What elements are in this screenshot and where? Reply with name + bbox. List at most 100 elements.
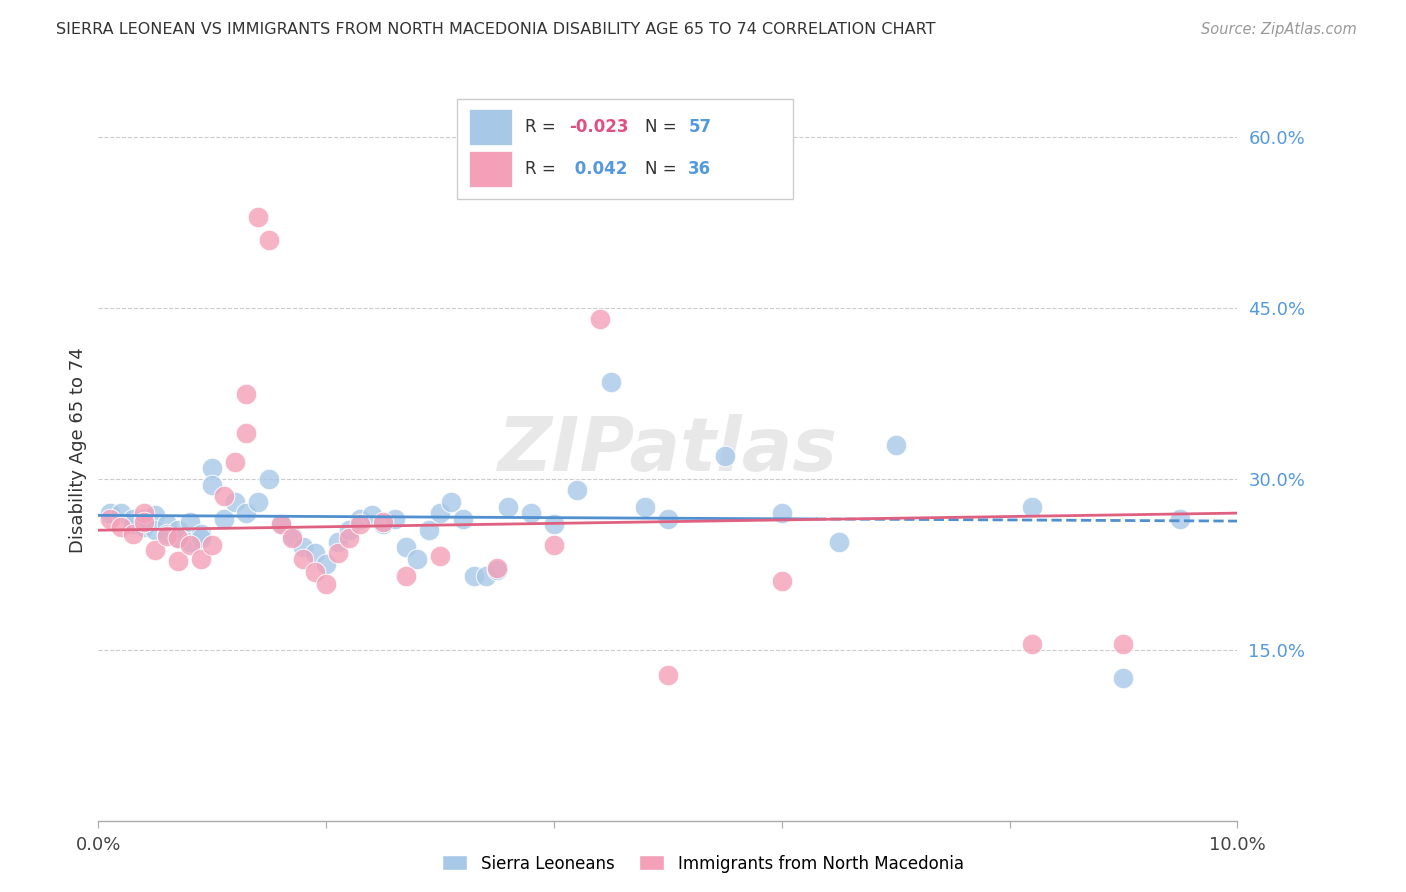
Point	[167, 531, 190, 545]
Point	[384, 512, 406, 526]
Point	[121, 517, 143, 532]
Point	[474, 568, 496, 582]
Point	[132, 506, 155, 520]
Point	[270, 517, 292, 532]
Point	[167, 554, 190, 568]
Point	[156, 529, 179, 543]
Point	[179, 515, 201, 529]
Point	[259, 472, 281, 486]
Point	[1170, 512, 1192, 526]
Point	[1112, 637, 1135, 651]
Point	[98, 512, 121, 526]
Point	[349, 512, 371, 526]
Point	[463, 568, 485, 582]
Text: R =: R =	[526, 118, 561, 136]
Point	[429, 549, 451, 564]
Point	[600, 375, 623, 389]
Text: ZIPatlas: ZIPatlas	[498, 414, 838, 487]
Point	[190, 531, 212, 545]
Point	[451, 512, 474, 526]
Legend: Sierra Leoneans, Immigrants from North Macedonia: Sierra Leoneans, Immigrants from North M…	[436, 848, 970, 880]
Text: Source: ZipAtlas.com: Source: ZipAtlas.com	[1201, 22, 1357, 37]
Y-axis label: Disability Age 65 to 74: Disability Age 65 to 74	[69, 348, 87, 553]
Point	[828, 534, 851, 549]
Point	[235, 426, 257, 441]
Point	[588, 312, 610, 326]
Point	[657, 512, 679, 526]
Point	[110, 520, 132, 534]
Point	[395, 568, 418, 582]
Point	[429, 506, 451, 520]
Point	[132, 520, 155, 534]
Point	[179, 538, 201, 552]
Point	[132, 512, 155, 526]
Point	[1021, 637, 1043, 651]
Point	[145, 542, 167, 557]
Point	[770, 506, 793, 520]
Text: SIERRA LEONEAN VS IMMIGRANTS FROM NORTH MACEDONIA DISABILITY AGE 65 TO 74 CORREL: SIERRA LEONEAN VS IMMIGRANTS FROM NORTH …	[56, 22, 936, 37]
Point	[281, 529, 304, 543]
Point	[543, 538, 565, 552]
Point	[201, 460, 224, 475]
Point	[259, 233, 281, 247]
Point	[337, 523, 360, 537]
Point	[224, 494, 246, 508]
Point	[156, 517, 179, 532]
Point	[156, 526, 179, 541]
Point	[190, 526, 212, 541]
Text: N =: N =	[645, 118, 682, 136]
Point	[373, 517, 395, 532]
Point	[281, 531, 304, 545]
Point	[373, 515, 395, 529]
Point	[349, 517, 371, 532]
Point	[304, 566, 326, 580]
Point	[360, 508, 382, 523]
Point	[1112, 671, 1135, 685]
Point	[714, 449, 737, 463]
Point	[395, 541, 418, 555]
Point	[315, 576, 337, 591]
Point	[657, 668, 679, 682]
Point	[132, 515, 155, 529]
Point	[440, 494, 463, 508]
Bar	[468, 152, 512, 187]
Text: R =: R =	[526, 161, 561, 178]
Point	[1021, 500, 1043, 515]
Point	[201, 477, 224, 491]
Text: 0.042: 0.042	[569, 161, 627, 178]
Point	[212, 512, 235, 526]
Point	[543, 517, 565, 532]
Point	[212, 489, 235, 503]
Point	[110, 506, 132, 520]
Text: 57: 57	[689, 118, 711, 136]
Point	[270, 517, 292, 532]
Point	[235, 386, 257, 401]
Point	[201, 538, 224, 552]
Point	[246, 494, 269, 508]
Point	[235, 506, 257, 520]
Text: -0.023: -0.023	[569, 118, 628, 136]
Point	[315, 558, 337, 572]
Point	[304, 546, 326, 560]
Point	[498, 500, 520, 515]
Text: N =: N =	[645, 161, 682, 178]
Point	[406, 551, 429, 566]
Point	[326, 534, 349, 549]
Point	[145, 508, 167, 523]
Point	[167, 531, 190, 545]
Bar	[468, 109, 512, 145]
FancyBboxPatch shape	[457, 99, 793, 199]
Point	[486, 563, 509, 577]
Point	[121, 526, 143, 541]
Point	[246, 210, 269, 224]
Point	[167, 523, 190, 537]
Text: 36: 36	[689, 161, 711, 178]
Point	[326, 546, 349, 560]
Point	[121, 512, 143, 526]
Point	[145, 523, 167, 537]
Point	[224, 455, 246, 469]
Point	[520, 506, 543, 520]
Point	[770, 574, 793, 589]
Point	[179, 534, 201, 549]
Point	[486, 561, 509, 575]
